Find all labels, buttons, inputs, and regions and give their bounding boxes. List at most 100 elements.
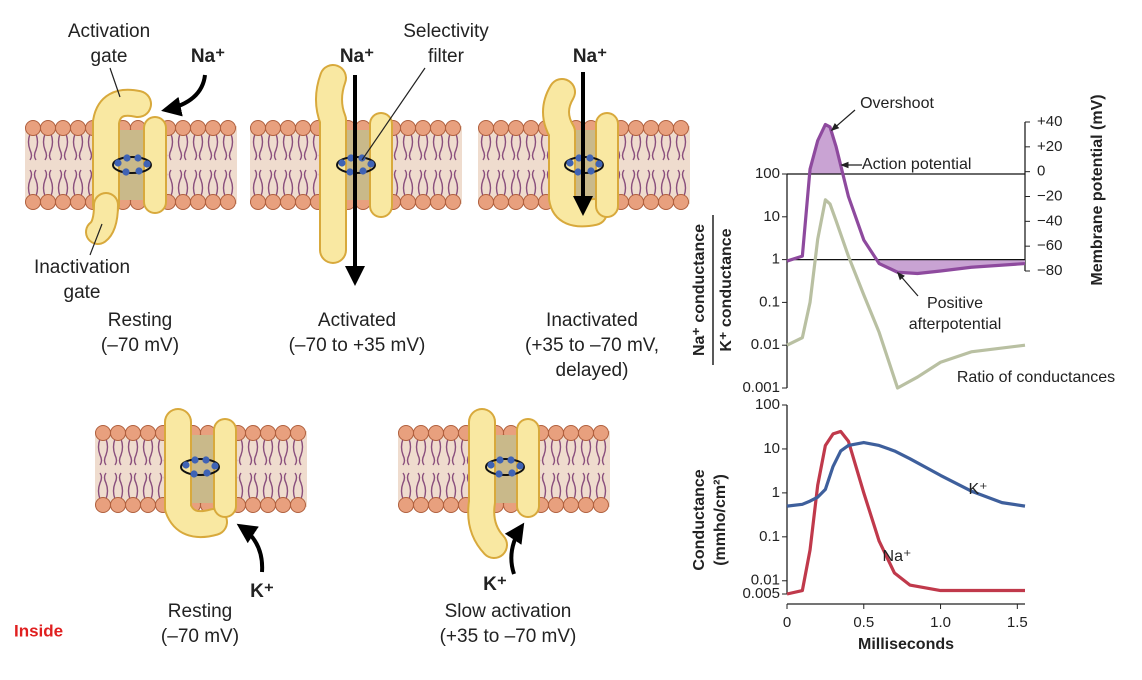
lipid-head	[398, 425, 414, 441]
lipid-tail	[273, 133, 279, 161]
diagram-label: (+35 to –70 mV,	[525, 335, 659, 356]
y-axis-title: Conductance	[691, 469, 708, 570]
lipid-tail	[262, 472, 268, 500]
lipid-tail	[531, 169, 537, 197]
filter-site	[143, 160, 151, 168]
filter-site	[595, 160, 603, 168]
lipid-tail	[222, 169, 228, 197]
lipid-tail	[636, 133, 642, 161]
lipid-head	[25, 120, 41, 136]
lipid-tail	[192, 133, 198, 161]
lipid-head	[578, 425, 594, 441]
lipid-tail	[556, 472, 562, 500]
annotation: Positive	[927, 295, 983, 312]
lipid-tail	[421, 438, 427, 466]
y-tick-label: 10	[763, 208, 780, 225]
lipid-tail	[148, 472, 154, 500]
leader-line	[361, 67, 426, 161]
diagram-label: K⁺	[250, 581, 274, 602]
diagram-label: filter	[428, 46, 465, 67]
lipid-tail	[393, 133, 399, 161]
lipid-head	[245, 425, 261, 441]
lipid-head	[190, 120, 206, 136]
lipid-tail	[421, 472, 427, 500]
lipid-tail	[72, 169, 78, 197]
lipid-tail	[645, 133, 651, 161]
lipid-tail	[127, 438, 133, 466]
lipid-head	[443, 425, 459, 441]
lipid-tail	[406, 438, 412, 466]
lipid-head	[25, 194, 41, 210]
channel-subunit	[469, 410, 506, 557]
lipid-tail	[142, 438, 148, 466]
lipid-tail	[540, 169, 546, 197]
lipid-tail	[282, 133, 288, 161]
series-line	[786, 429, 1025, 596]
lipid-tail	[57, 133, 63, 161]
lipid-head	[400, 194, 416, 210]
diagram-label: Resting	[108, 310, 172, 331]
lipid-tail	[510, 133, 516, 161]
lipid-tail	[408, 133, 414, 161]
leader-line	[109, 67, 121, 98]
y2-tick-label: −60	[1037, 237, 1062, 254]
lipid-tail	[312, 133, 318, 161]
channel-diagram: Activation gate Na⁺ Na⁺ Selectivity filter Na⁺…	[14, 21, 690, 647]
lipid-tail	[177, 169, 183, 197]
lipid-tail	[157, 472, 163, 500]
lipid-tail	[516, 169, 522, 197]
lipid-tail	[436, 438, 442, 466]
lipid-tail	[27, 133, 33, 161]
lipid-tail	[63, 169, 69, 197]
y2-tick-label: +20	[1037, 138, 1062, 155]
channel-subunit	[317, 66, 345, 262]
lipid-tail	[565, 472, 571, 500]
lipid-head	[40, 194, 56, 210]
lipid-tail	[630, 169, 636, 197]
diagram-label: Na⁺	[340, 46, 374, 67]
filter-site	[191, 456, 199, 464]
lipid-head	[415, 120, 431, 136]
lipid-tail	[451, 472, 457, 500]
lipid-tail	[292, 472, 298, 500]
lipid-tail	[406, 472, 412, 500]
lipid-tail	[480, 169, 486, 197]
lipid-head	[110, 497, 126, 513]
ion-arrow	[504, 522, 525, 575]
lipid-head	[205, 194, 221, 210]
lipid-tail	[451, 438, 457, 466]
lipid-tail	[298, 438, 304, 466]
lipid-head	[523, 120, 539, 136]
lipid-head	[548, 497, 564, 513]
lipid-head	[628, 194, 644, 210]
lipid-tail	[297, 133, 303, 161]
lipid-head	[415, 194, 431, 210]
lipid-head	[593, 497, 609, 513]
lipid-head	[493, 120, 509, 136]
series-label: Ratio of conductances	[957, 369, 1115, 386]
annotation-arrow	[896, 271, 919, 297]
lipid-tail	[253, 472, 259, 500]
filter-site	[516, 462, 524, 470]
lipid-tail	[595, 472, 601, 500]
lipid-head	[548, 425, 564, 441]
lipid-head	[175, 194, 191, 210]
lipid-tail	[87, 133, 93, 161]
filter-site	[122, 168, 130, 176]
y-axis-title: (mmho/cm²)	[712, 474, 729, 566]
x-tick-label: 1.0	[930, 614, 951, 631]
lipid-head	[220, 120, 236, 136]
y2-tick-label: +40	[1037, 113, 1062, 130]
lipid-tail	[447, 169, 453, 197]
leader-line	[89, 223, 103, 256]
lipid-tail	[402, 169, 408, 197]
diagram-label: Na⁺	[573, 46, 607, 67]
lipid-head	[265, 194, 281, 210]
lipid-head	[40, 120, 56, 136]
lipid-tail	[118, 438, 124, 466]
y2-tick-label: −20	[1037, 187, 1062, 204]
lipid-tail	[417, 169, 423, 197]
lipid-head	[220, 194, 236, 210]
lipid-tail	[445, 472, 451, 500]
lipid-tail	[580, 472, 586, 500]
